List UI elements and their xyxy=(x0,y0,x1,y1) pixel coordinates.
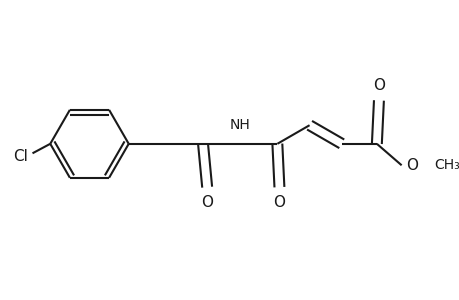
Text: O: O xyxy=(273,195,285,210)
Text: O: O xyxy=(406,158,418,173)
Text: NH: NH xyxy=(230,118,250,132)
Text: Cl: Cl xyxy=(13,149,28,164)
Text: O: O xyxy=(372,78,384,93)
Text: CH₃: CH₃ xyxy=(434,158,459,172)
Text: O: O xyxy=(201,195,213,210)
